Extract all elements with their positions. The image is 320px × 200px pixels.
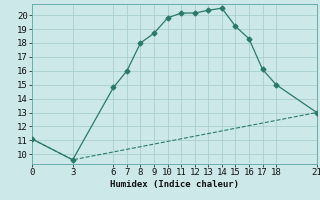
X-axis label: Humidex (Indice chaleur): Humidex (Indice chaleur) — [110, 180, 239, 189]
